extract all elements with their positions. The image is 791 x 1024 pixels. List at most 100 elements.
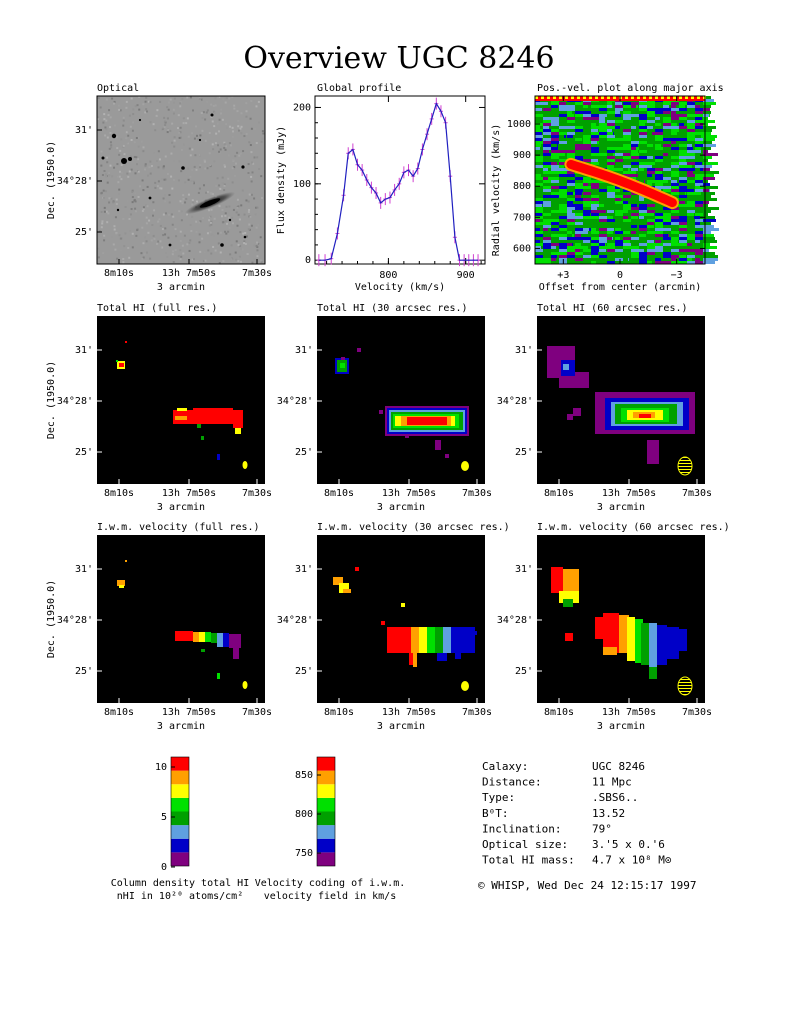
- dec-tick-label: 34°28': [57, 176, 93, 187]
- global-profile-chart: 800 900 0 100 200 Velocity (km/s) Flux densi…: [276, 95, 486, 293]
- ra-tick-label: 7m30s: [242, 488, 272, 499]
- map-pixel: [379, 410, 383, 414]
- ra-tick-label: 8m10s: [544, 707, 574, 718]
- map-pixel: [595, 617, 605, 639]
- map-pixel: [443, 627, 451, 653]
- ra-axis-label: 3 arcmin: [377, 721, 425, 732]
- map-pixel: [116, 360, 118, 362]
- map-pixel: [445, 454, 449, 458]
- map-pixel: [603, 647, 617, 655]
- colorbar-caption: Column density total HI: [111, 878, 249, 889]
- star-point: [168, 243, 172, 247]
- pv-ytick-label: 1000: [507, 119, 531, 130]
- ra-tick-label: 7m30s: [242, 707, 272, 718]
- ra-tick-label: 7m30s: [462, 488, 492, 499]
- map-pixel: [193, 632, 199, 642]
- pv-ytick-label: 900: [513, 150, 531, 161]
- info-key: B⁰T:: [482, 807, 509, 820]
- colorbar-caption: velocity field in km/s: [264, 891, 396, 902]
- panel-title-hi-full: Total HI (full res.): [97, 303, 217, 314]
- ra-tick-label: 13h 7m50s: [162, 707, 216, 718]
- star-point: [241, 165, 245, 169]
- map-pixel: [551, 567, 563, 593]
- pv-diagram: 600 700 800 900 1000 +3 0 −3 Offset from center…: [491, 95, 719, 293]
- map-pixel: [341, 357, 345, 360]
- star-point: [138, 118, 142, 122]
- info-value: .SBS6..: [592, 791, 638, 804]
- chart-title-pv-plot: Pos.-vel. plot along major axis: [537, 83, 724, 94]
- galaxy-info-table: Calaxy: UGC 8246 Distance: 11 Mpc Type: .SBS6…: [482, 760, 671, 867]
- map-pixel: [125, 560, 127, 562]
- map-pixel: [451, 627, 459, 653]
- ra-axis-label: 3 arcmin: [157, 282, 205, 293]
- map-pixel: [343, 589, 351, 593]
- colorbar-segment: [171, 784, 189, 798]
- map-pixel: [235, 634, 241, 648]
- info-key: Optical size:: [482, 838, 568, 851]
- global-profile-series-line: [318, 102, 478, 261]
- pv-ylabel: Radial velocity (km/s): [491, 124, 502, 256]
- ra-tick-label: 8m10s: [104, 268, 134, 279]
- ra-tick-label: 7m30s: [462, 707, 492, 718]
- dec-tick-label: 31': [515, 564, 533, 575]
- map-pixel: [567, 414, 573, 420]
- profile-ytick-label: 200: [293, 102, 311, 113]
- panel-title-vel-60: I.w.m. velocity (60 arcsec res.): [537, 522, 730, 533]
- ra-axis-label: 3 arcmin: [377, 502, 425, 513]
- dec-tick-label: 31': [75, 125, 93, 136]
- map-pixel: [333, 577, 343, 585]
- map-pixel: [217, 673, 220, 679]
- colorbar-segment: [317, 784, 335, 798]
- map-pixel: [563, 569, 579, 595]
- pv-xlabel: Offset from center (arcmin): [539, 282, 702, 293]
- map-pixel: [619, 615, 629, 653]
- map-pixel: [565, 633, 573, 641]
- footer-credit: © WHISP, Wed Dec 24 12:15:17 1997: [478, 879, 697, 892]
- colorbar-tick-label: 10: [155, 762, 167, 773]
- pv-ytick-label: 700: [513, 212, 531, 223]
- map-pixel: [233, 420, 243, 428]
- map-pixel: [199, 632, 205, 642]
- profile-ytick-label: 0: [305, 255, 311, 266]
- map-pixel: [229, 634, 235, 648]
- colorbar-velocity: 850 800 750 Velocity coding of i.w.m. veloci…: [255, 756, 406, 902]
- map-pixel: [177, 408, 187, 411]
- map-pixel: [677, 629, 687, 651]
- colorbar-segment: [171, 811, 189, 826]
- dec-tick-label: 34°28': [57, 615, 93, 626]
- colorbar-tick-label: 750: [295, 848, 313, 859]
- colorbar-caption: Velocity coding of i.w.m.: [255, 878, 406, 889]
- ra-tick-label: 8m10s: [104, 488, 134, 499]
- velocity-map-30: [317, 535, 485, 703]
- map-pixel: [627, 617, 635, 661]
- colorbar-segment: [171, 838, 189, 853]
- colorbar-column-density: 10 5 0 Column density total HI nHI in 10²⁰ a…: [111, 756, 249, 902]
- map-pixel: [405, 434, 409, 438]
- map-pixel: [435, 627, 443, 653]
- dec-tick-label: 25': [295, 666, 313, 677]
- colorbar-segment: [171, 852, 189, 866]
- dec-axis-label: Dec. (1950.0): [46, 580, 57, 658]
- dec-tick-label: 34°28': [57, 396, 93, 407]
- star-point: [101, 156, 105, 160]
- info-value: 13.52: [592, 807, 625, 820]
- dec-tick-label: 34°28': [277, 615, 313, 626]
- map-pixel: [573, 408, 581, 416]
- ra-tick-label: 13h 7m50s: [162, 488, 216, 499]
- map-pixel: [223, 633, 229, 647]
- ra-tick-label: 8m10s: [544, 488, 574, 499]
- dec-tick-label: 25': [515, 666, 533, 677]
- pv-ytick-label: 600: [513, 243, 531, 254]
- ra-tick-label: 8m10s: [104, 707, 134, 718]
- map-pixel: [197, 424, 201, 428]
- colorbar-caption: nHI in 10²⁰ atoms/cm²: [117, 891, 243, 902]
- ra-tick-label: 7m30s: [682, 488, 712, 499]
- dec-tick-label: 31': [75, 564, 93, 575]
- dec-tick-label: 25': [295, 447, 313, 458]
- colorbar-segment: [317, 852, 335, 866]
- colorbar-segment: [317, 811, 335, 826]
- dec-tick-label: 25': [515, 447, 533, 458]
- dec-tick-label: 25': [75, 447, 93, 458]
- dec-tick-label: 25': [75, 666, 93, 677]
- star-point: [181, 166, 185, 170]
